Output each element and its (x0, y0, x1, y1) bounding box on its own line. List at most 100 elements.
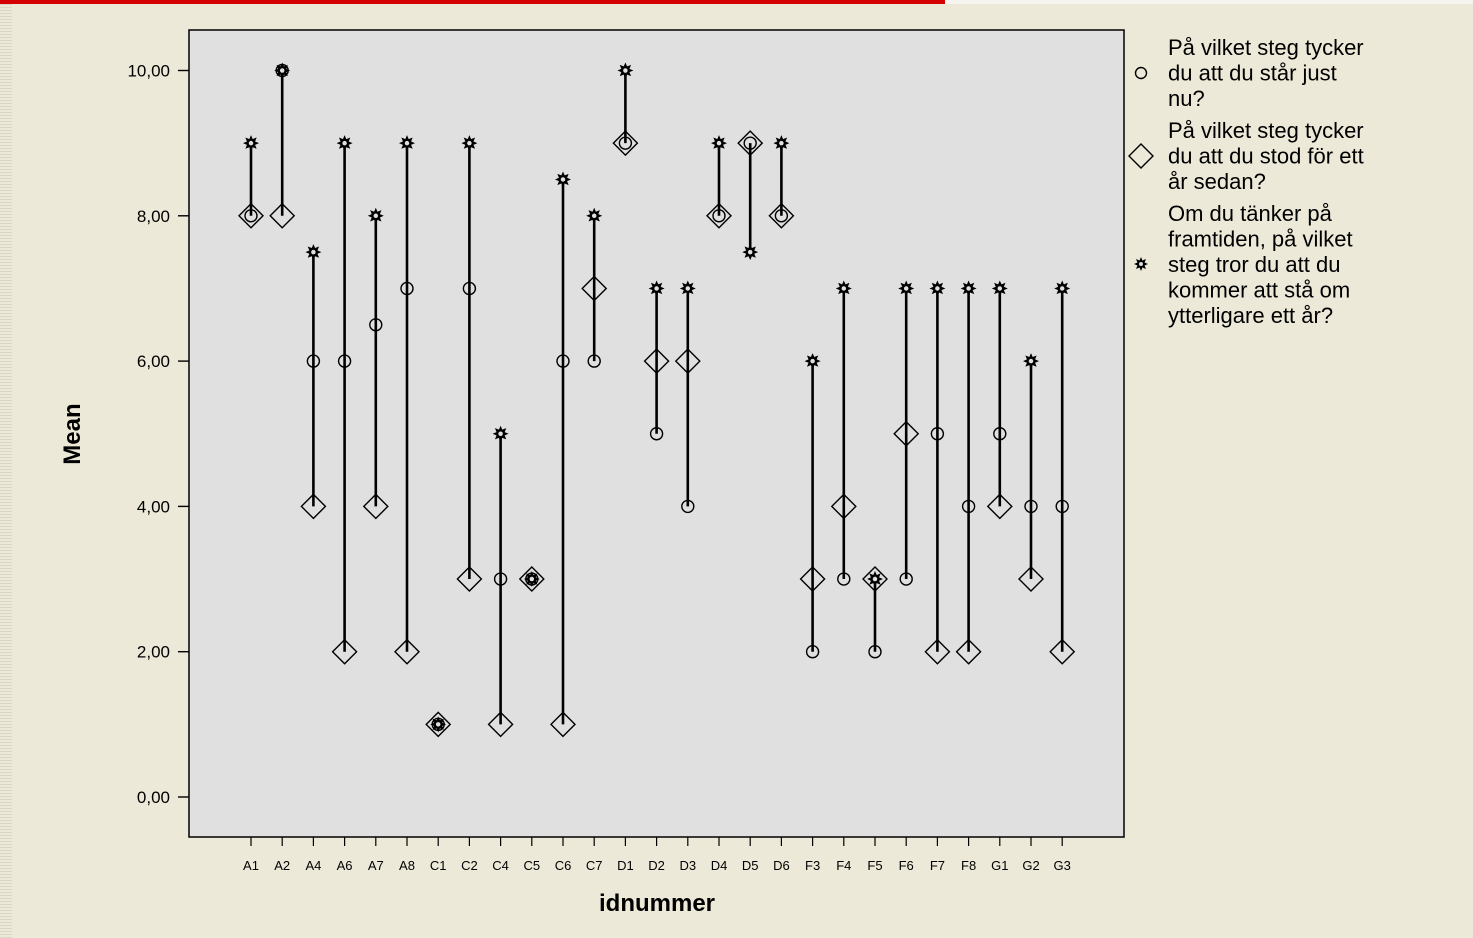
diamond-marker (238, 202, 264, 229)
diamond-marker (830, 493, 857, 520)
diamond-marker (518, 566, 545, 593)
circle-marker (400, 281, 414, 296)
x-tick-label: A1 (243, 858, 259, 873)
diamond-marker (394, 638, 420, 665)
y-tick-label: 10,00 (127, 62, 170, 81)
legend-label: steg tror du att du (1168, 252, 1340, 277)
x-tick-label: D1 (617, 858, 634, 873)
x-tick-label: F4 (836, 858, 851, 873)
x-tick-label: C7 (586, 858, 603, 873)
data-markers (238, 62, 1076, 738)
diamond-marker (269, 202, 296, 229)
star-marker (399, 135, 415, 152)
star-marker (1054, 280, 1071, 297)
circle-marker (587, 354, 601, 368)
legend-label: du att du står just (1168, 61, 1337, 86)
legend-label: framtiden, på vilket (1168, 227, 1353, 252)
x-tick-label: A8 (399, 858, 415, 873)
circle-marker (743, 136, 757, 150)
legend-label: du att du stod för ett (1168, 144, 1364, 169)
x-tick-label: D3 (679, 858, 696, 873)
diamond-marker (456, 566, 483, 593)
star-marker (648, 280, 665, 297)
star-marker (274, 62, 291, 79)
diamond-marker (425, 711, 452, 738)
circle-marker (993, 427, 1007, 441)
circle-marker (961, 499, 976, 514)
x-tick-label: D6 (773, 858, 790, 873)
legend-label: nu? (1168, 86, 1205, 111)
star-marker (336, 135, 353, 152)
circle-marker (369, 318, 383, 332)
star-marker (835, 280, 852, 297)
circle-marker (899, 572, 913, 586)
star-marker (243, 135, 259, 152)
diamond-marker (924, 638, 951, 665)
circle-marker (805, 645, 820, 659)
star-marker (960, 280, 977, 297)
diamond-marker (1018, 566, 1044, 593)
x-tick-label: D4 (711, 858, 728, 873)
circle-marker (1055, 499, 1069, 514)
star-marker (867, 571, 883, 588)
star-marker (461, 135, 478, 152)
star-marker (679, 280, 696, 297)
x-tick-label: D2 (648, 858, 665, 873)
star-marker (804, 353, 821, 370)
circle-marker (337, 354, 352, 368)
diamond-marker (986, 493, 1013, 520)
y-axis-title: Mean (59, 403, 86, 464)
y-tick-label: 8,00 (137, 207, 170, 226)
x-tick-label: A7 (368, 858, 384, 873)
legend-label: kommer att stå om (1168, 278, 1350, 303)
circle-marker (868, 645, 882, 659)
legend-label: På vilket steg tycker (1168, 35, 1364, 60)
diamond-marker (1049, 638, 1076, 665)
legend-label: ytterligare ett år? (1168, 303, 1333, 328)
diamond-marker (862, 566, 888, 593)
x-tick-label: F5 (867, 858, 882, 873)
x-tick-label: A2 (274, 858, 290, 873)
circle-marker (837, 572, 851, 586)
circle-marker (681, 499, 695, 514)
diamond-marker (674, 348, 701, 375)
circle-marker (493, 572, 508, 586)
circle-marker (306, 354, 321, 368)
circle-marker (556, 354, 570, 368)
x-tick-label: G2 (1022, 858, 1039, 873)
x-tick-label: C5 (523, 858, 540, 873)
circle-marker (774, 209, 789, 223)
x-tick-label: A4 (305, 858, 321, 873)
x-tick-label: F7 (930, 858, 945, 873)
star-marker (742, 244, 759, 261)
diamond-marker (706, 202, 732, 229)
legend-label: år sedan? (1168, 169, 1266, 194)
diamond-marker (612, 130, 639, 157)
diamond-marker (893, 420, 920, 447)
x-tick-label: C6 (555, 858, 572, 873)
x-tick-label: G1 (991, 858, 1008, 873)
circle-marker (462, 281, 477, 296)
x-tick-label: A6 (337, 858, 353, 873)
diamond-marker (331, 638, 358, 665)
circle-marker (930, 427, 945, 441)
star-marker (586, 207, 603, 224)
x-tick-label: D5 (742, 858, 759, 873)
star-marker (430, 716, 447, 733)
diamond-marker (955, 638, 982, 665)
top-bar-right (945, 0, 1473, 4)
circle-marker (244, 209, 258, 223)
diamond-marker (737, 130, 764, 157)
left-edge-strip (0, 4, 12, 938)
star-marker (367, 207, 384, 224)
star-marker (773, 135, 790, 152)
star-marker (929, 280, 946, 297)
diamond-marker (643, 348, 670, 375)
y-tick-label: 2,00 (137, 643, 170, 662)
x-axis-title: idnummer (599, 890, 715, 917)
diamond-marker (550, 711, 576, 738)
x-axis: A1 A2 A4 A6 A7 A8 C1 C2 C4 C5 C6 C7 D1 D2 D3 D4 D5 D6 F3 F4… (243, 837, 1071, 873)
y-tick-label: 6,00 (137, 352, 170, 371)
diamond-marker (487, 711, 514, 738)
star-marker (1023, 353, 1039, 370)
